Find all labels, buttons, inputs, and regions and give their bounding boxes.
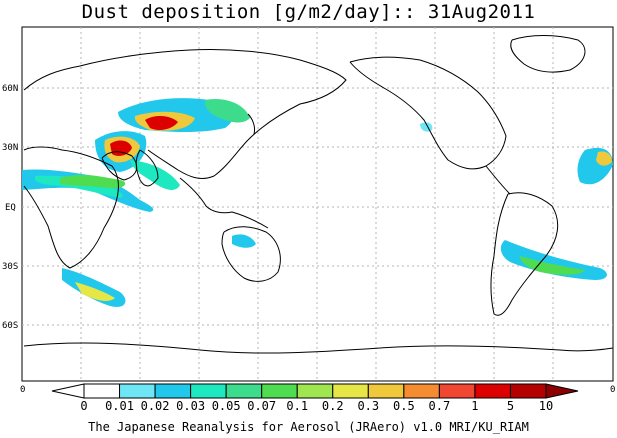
lat-label-30s: 30S (2, 262, 18, 272)
dust-atlantic-inner (35, 175, 123, 198)
colorbar-swatch (154, 383, 192, 399)
dust-south-atlantic-outer (62, 268, 126, 307)
coast-africa (23, 146, 119, 269)
dust-australia (232, 234, 256, 248)
dust-west-africa-core (596, 151, 612, 166)
colorbar-arrow-high (545, 383, 579, 399)
coastlines (23, 35, 614, 354)
coast-greenland (510, 35, 586, 73)
colorbar-swatch (367, 383, 405, 399)
colorbar-swatch (438, 383, 476, 399)
coast-arabia (101, 151, 138, 181)
dust-patagonia-inner (520, 256, 585, 275)
colorbar-tick-label: 0.1 (286, 399, 308, 413)
colorbar-right-edge-label: 0 (610, 385, 615, 395)
dust-sahel (60, 174, 126, 189)
colorbar-swatch (403, 383, 440, 399)
coast-india (135, 149, 159, 187)
colorbar-tick-label: 10 (539, 399, 553, 413)
colorbar-tick-label: 0.3 (357, 399, 379, 413)
colorbar-tick-label: 0.02 (141, 399, 170, 413)
colorbar-swatch (261, 383, 298, 399)
colorbar-swatch (296, 383, 334, 399)
colorbar-swatch (119, 383, 156, 399)
colorbar-tick-label: 0.01 (105, 399, 134, 413)
map-title: Dust deposition [g/m2/day]:: 31Aug2011 (81, 1, 536, 23)
colorbar-swatch (83, 383, 121, 399)
lat-label-60n: 60N (2, 84, 18, 94)
lat-label-eq: EQ (5, 203, 16, 213)
colorbar-swatch (332, 383, 369, 399)
colorbar-tick-label: 0.03 (176, 399, 205, 413)
dust-south-atlantic-inner (75, 282, 115, 301)
colorbar-tick-label: 0 (80, 399, 87, 413)
coast-antarctica (23, 342, 614, 354)
colorbar-arrow-low (51, 383, 85, 399)
coast-south-america (490, 192, 559, 316)
colorbar-tick-label: 0.2 (322, 399, 344, 413)
coast-north-america (349, 56, 507, 170)
coast-australia (221, 226, 281, 282)
colorbar-tick-label: 0.5 (393, 399, 415, 413)
dust-central-asia-core (145, 116, 178, 130)
coast-japan (247, 113, 255, 135)
colorbar-tick-label: 0.07 (247, 399, 276, 413)
dust-east-asia (204, 98, 250, 123)
lat-label-60s: 60S (2, 321, 18, 331)
dust-arabian-sea (130, 160, 180, 190)
credit-line: The Japanese Reanalysis for Aerosol (JRA… (88, 420, 529, 434)
lat-label-30n: 30N (2, 143, 18, 153)
coast-eurasia (23, 48, 347, 179)
latitude-labels: 60N 30N EQ 30S 60S (2, 84, 18, 331)
colorbar-left-edge-label: 0 (20, 385, 25, 395)
colorbar-swatch (190, 383, 227, 399)
coast-central-america (485, 165, 511, 195)
colorbar-swatch (509, 383, 547, 399)
colorbar-tick-label: 0.05 (212, 399, 241, 413)
colorbar-tick-label: 1 (471, 399, 478, 413)
colorbar-tick-label: 0.7 (429, 399, 451, 413)
dust-field (22, 98, 613, 307)
colorbar-swatch (225, 383, 263, 399)
coast-se-asia (179, 177, 269, 229)
colorbar-tick-label: 5 (507, 399, 514, 413)
colorbar-swatch (474, 383, 511, 399)
graticule (22, 27, 613, 381)
colorbar: 0 0.01 0.02 0.03 0.05 0.07 0.1 0.2 0.3 0.5 0.7 1 5 10 (51, 383, 579, 413)
